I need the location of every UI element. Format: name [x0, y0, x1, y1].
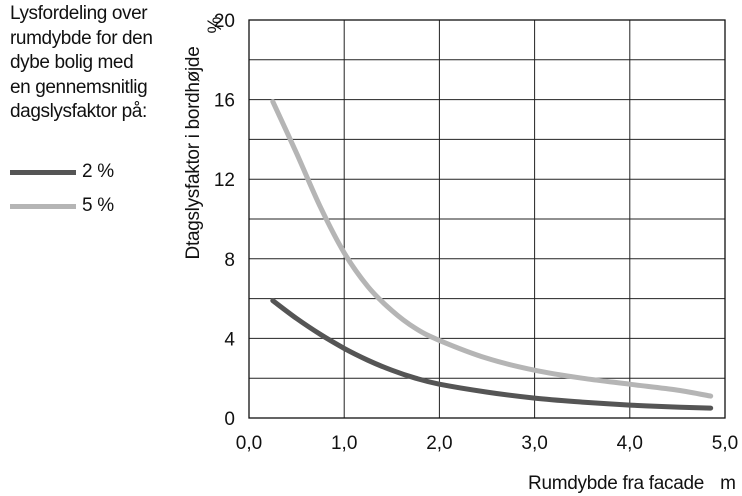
chart-grid — [248, 19, 726, 419]
legend-title-line-3: dybe bolig med — [10, 52, 134, 73]
legend-label-5pct: 5 % — [82, 195, 114, 216]
x-tick-label: 1,0 — [331, 433, 357, 454]
y-axis-label: Dtagslysfaktor i bordhøjde — [183, 47, 204, 260]
legend-title-line-2: rumdybde for den — [10, 27, 153, 49]
x-tick-label: 2,0 — [426, 433, 452, 454]
x-tick-label: 0,0 — [236, 433, 262, 454]
x-axis-label: Rumdybde fra facade — [528, 473, 704, 494]
legend-title-line-5: dagslysfaktor på: — [10, 101, 147, 122]
legend-item-5pct: 5 % — [10, 194, 114, 218]
chart-series — [270, 99, 714, 411]
chart-ticks: 0,0 1,0 2,0 3,0 4,0 5,0 0 4 8 12 16 20 — [214, 11, 738, 454]
plot-frame — [248, 19, 726, 419]
y-tick-label: 12 — [214, 170, 235, 191]
x-tick-label: 3,0 — [521, 433, 547, 454]
x-tick-label: 4,0 — [617, 433, 643, 454]
legend-swatch-2pct — [10, 169, 76, 175]
y-tick-label: 16 — [214, 91, 235, 112]
y-axis-unit: % — [205, 16, 226, 33]
y-tick-label: 4 — [224, 329, 235, 350]
legend-title-line-4: en gennemsnitlig — [10, 76, 148, 98]
legend-item-2pct: 2 % — [10, 160, 114, 184]
series-line-5pct — [270, 99, 714, 399]
legend-title-line-1: Lysfordeling over — [10, 3, 148, 24]
y-tick-label: 8 — [224, 250, 235, 271]
legend-title: Lysfordeling over rumdybde for den dybe … — [10, 2, 170, 125]
legend-swatch-5pct — [10, 203, 76, 209]
legend-label-2pct: 2 % — [82, 161, 114, 182]
y-tick-label: 20 — [214, 11, 235, 32]
y-tick-label: 0 — [224, 409, 235, 430]
x-axis-unit: m — [720, 473, 736, 494]
x-tick-label: 5,0 — [712, 433, 738, 454]
series-line-2pct — [270, 298, 714, 411]
